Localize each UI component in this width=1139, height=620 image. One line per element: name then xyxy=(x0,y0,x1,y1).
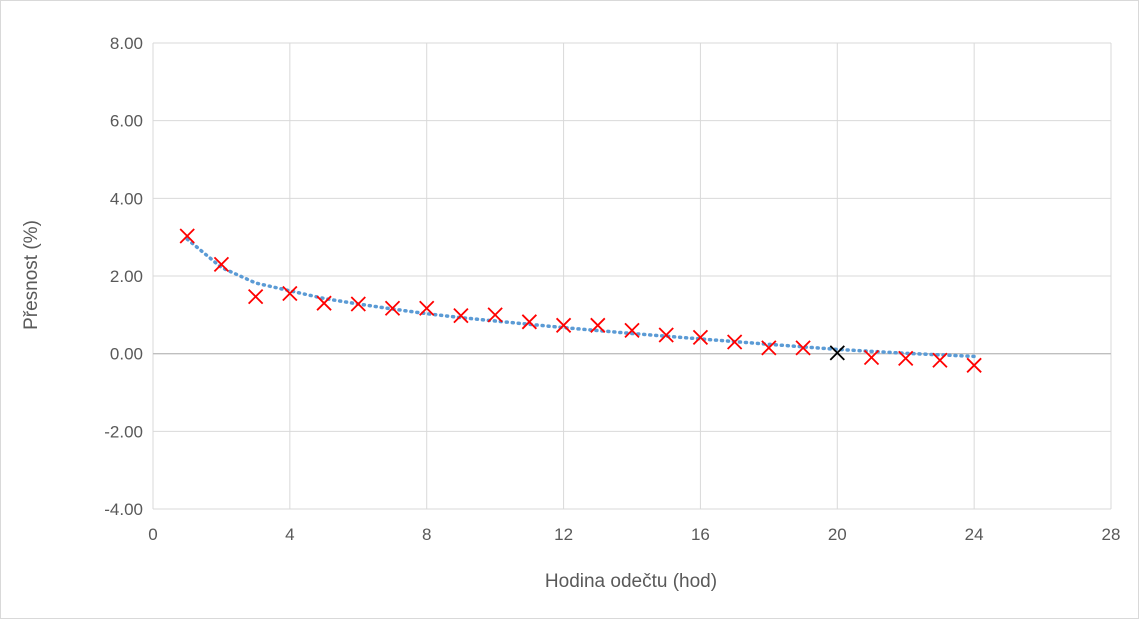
y-tick-label: 2.00 xyxy=(110,267,143,286)
data-point xyxy=(692,329,709,345)
point-marker-stroke xyxy=(761,340,777,356)
data-point xyxy=(761,340,777,356)
point-marker-stroke xyxy=(316,295,332,311)
data-point xyxy=(932,352,948,368)
data-point xyxy=(316,295,332,311)
x-tick-label: 12 xyxy=(554,525,573,544)
x-tick-label: 8 xyxy=(422,525,431,544)
data-point xyxy=(248,288,264,305)
data-point xyxy=(898,350,914,366)
data-point xyxy=(555,317,572,333)
x-tick-label: 20 xyxy=(828,525,847,544)
point-marker-stroke xyxy=(692,329,709,345)
data-point xyxy=(521,314,537,330)
data-point xyxy=(179,228,195,244)
x-tick-label: 28 xyxy=(1102,525,1121,544)
data-point xyxy=(350,296,366,312)
point-marker-stroke xyxy=(658,327,674,343)
data-point xyxy=(487,307,503,323)
point-marker-stroke xyxy=(248,288,264,305)
x-tick-label: 24 xyxy=(965,525,984,544)
point-marker-stroke xyxy=(624,322,640,339)
point-marker-stroke xyxy=(898,350,914,366)
point-marker-stroke xyxy=(555,317,572,333)
data-point xyxy=(453,307,469,324)
data-point xyxy=(590,317,606,333)
point-marker-stroke xyxy=(795,340,811,356)
data-point xyxy=(795,340,811,356)
trendline-layer xyxy=(185,237,976,359)
tick-labels: 0 4 8 12 16 20 24 28 -4.00 -2.00 0.00 2.00 4.00 6.00 8… xyxy=(104,34,1120,544)
point-marker-stroke xyxy=(590,317,606,333)
x-tick-label: 16 xyxy=(691,525,710,544)
data-point xyxy=(863,349,880,366)
data-point xyxy=(282,285,298,302)
data-point xyxy=(727,334,743,350)
data-point xyxy=(829,345,845,361)
x-tick-label: 0 xyxy=(148,525,157,544)
point-marker-stroke xyxy=(384,300,401,316)
point-marker-stroke xyxy=(179,228,195,244)
data-point xyxy=(658,327,674,343)
point-marker-stroke xyxy=(829,345,845,361)
x-axis-title: Hodina odečtu (hod) xyxy=(545,571,717,592)
point-marker-stroke xyxy=(350,296,366,312)
point-marker-stroke xyxy=(727,334,743,350)
point-marker-stroke xyxy=(453,307,469,324)
point-marker-stroke xyxy=(419,300,435,316)
y-tick-label: -4.00 xyxy=(104,500,143,519)
point-marker-stroke xyxy=(487,307,503,323)
y-tick-label: 4.00 xyxy=(110,189,143,208)
point-marker-stroke xyxy=(521,314,537,330)
y-tick-label: -2.00 xyxy=(104,422,143,441)
trendline xyxy=(185,237,976,359)
y-tick-label: 0.00 xyxy=(110,345,143,364)
point-marker-stroke xyxy=(932,352,948,368)
y-tick-label: 6.00 xyxy=(110,112,143,131)
point-marker-stroke xyxy=(966,357,982,373)
data-point xyxy=(966,357,982,373)
data-point xyxy=(624,322,640,339)
point-marker-stroke xyxy=(863,349,880,366)
gridlines xyxy=(152,42,1112,510)
x-tick-label: 4 xyxy=(285,525,294,544)
data-point xyxy=(419,300,435,316)
point-marker-stroke xyxy=(213,256,230,272)
y-axis-title: Přesnost (%) xyxy=(21,220,42,330)
data-point xyxy=(213,256,230,272)
data-points xyxy=(179,228,982,373)
point-marker-stroke xyxy=(282,285,298,302)
y-tick-label: 8.00 xyxy=(110,34,143,53)
data-point xyxy=(384,300,401,316)
